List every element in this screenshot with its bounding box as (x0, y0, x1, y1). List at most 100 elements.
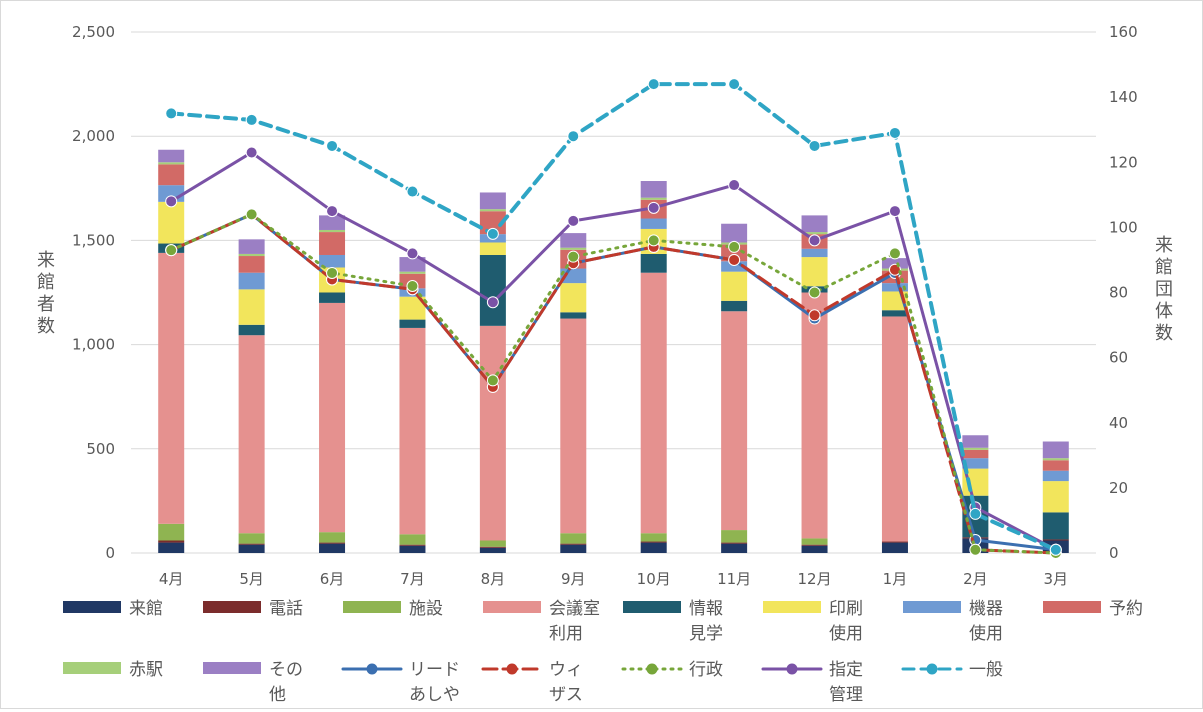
legend-item: 電話 (203, 599, 303, 619)
x-tick-label: 6月 (320, 570, 345, 588)
bar-segment (399, 534, 426, 545)
y2-tick-label: 40 (1109, 414, 1128, 432)
series-point (245, 113, 258, 126)
series-point (486, 227, 499, 240)
legend-swatch (903, 601, 961, 613)
series-point (888, 247, 901, 260)
bar-segment (319, 542, 346, 544)
line-series (165, 78, 1062, 559)
bar-segment (560, 533, 587, 544)
series-point (406, 279, 419, 292)
series-point (165, 195, 178, 208)
series-point (165, 244, 178, 257)
bar-segment (238, 253, 265, 257)
legend-label: 来館 (129, 599, 163, 619)
bar-segment (479, 540, 506, 547)
bar-segment (881, 310, 908, 317)
legend-label: リードあしや (409, 660, 460, 705)
bar-segment (158, 149, 185, 163)
series-point (326, 266, 339, 279)
y2-tick-label: 160 (1109, 23, 1138, 41)
y-axis-title-text: 来館者数 (37, 250, 55, 337)
x-tick-label: 3月 (1044, 570, 1069, 588)
bar-segment (479, 209, 506, 212)
series-line (169, 212, 1058, 555)
series-point (728, 253, 741, 266)
legend-label: 印刷使用 (829, 599, 863, 644)
legend-swatch (483, 601, 541, 613)
legend-label: 指定管理 (829, 660, 863, 705)
bar-segment (238, 239, 265, 254)
bar-segment (962, 458, 989, 469)
series-point (567, 214, 580, 227)
bar-segment (158, 162, 185, 165)
bar-segment (319, 543, 346, 553)
bar-segment (319, 532, 346, 543)
series-point (567, 130, 580, 143)
bar-segment (479, 192, 506, 210)
bar-segment (399, 296, 426, 320)
bar-segment (1042, 539, 1069, 541)
series-point (808, 286, 821, 299)
x-tick-label: 7月 (400, 570, 425, 588)
series-point (567, 250, 580, 263)
series-point (647, 201, 660, 214)
bar-segment (721, 543, 748, 553)
bar-segment (399, 544, 426, 546)
bar-segment (962, 449, 989, 459)
bar-segment (238, 543, 265, 545)
bar-segment (238, 533, 265, 544)
series-point (406, 247, 419, 260)
y-axis-title: 来館者数 (37, 250, 55, 337)
bar-segment (962, 447, 989, 450)
series-line (169, 82, 1058, 552)
legend-swatch (203, 662, 261, 674)
bar-segment (479, 211, 506, 235)
right-axis-ticks: 0 20 40 60 80 100 120 140 160 (1109, 23, 1138, 562)
bar-segment (1042, 470, 1069, 482)
bar-segment (319, 232, 346, 255)
legend-item: 来館 (63, 599, 163, 619)
legend-label: その他 (269, 660, 303, 705)
legend-item: 印刷使用 (763, 599, 863, 644)
bar-segment (721, 271, 748, 301)
series-point (647, 78, 660, 91)
y-tick-label: 2,000 (72, 127, 115, 145)
bar-segment (479, 546, 506, 548)
bar-segment (721, 530, 748, 543)
series-point (326, 205, 339, 218)
bar-segment (640, 197, 667, 200)
bar-segment (640, 272, 667, 534)
bar-segment (560, 543, 587, 545)
bar-segment (399, 319, 426, 328)
legend-label: 一般 (969, 660, 1003, 680)
bar-segment (881, 258, 908, 269)
legend-item: 一般 (901, 660, 1003, 680)
x-tick-label: 1月 (883, 570, 908, 588)
bar-segment (238, 256, 265, 273)
bar-segment (238, 272, 265, 290)
bar-segment (721, 311, 748, 531)
bar-segment (238, 324, 265, 336)
legend-swatch (63, 662, 121, 674)
y2-tick-label: 0 (1109, 544, 1119, 562)
bar-segment (801, 215, 828, 233)
bar-segment (319, 229, 346, 233)
y-tick-label: 1,500 (72, 231, 115, 249)
bar-segment (479, 325, 506, 541)
bar-segment (801, 248, 828, 258)
legend-swatch (343, 601, 401, 613)
bar-segment (238, 335, 265, 534)
bar-segment (640, 218, 667, 229)
bar-segment (881, 541, 908, 543)
bar-segment (399, 257, 426, 272)
bar-segment (319, 292, 346, 303)
bar-segment (801, 257, 828, 287)
y2-tick-label: 120 (1109, 153, 1138, 171)
series-point (486, 296, 499, 309)
legend-item: 指定管理 (761, 660, 863, 705)
bar-segment (560, 233, 587, 248)
legend-marker (366, 663, 378, 675)
bar-segment (640, 542, 667, 553)
